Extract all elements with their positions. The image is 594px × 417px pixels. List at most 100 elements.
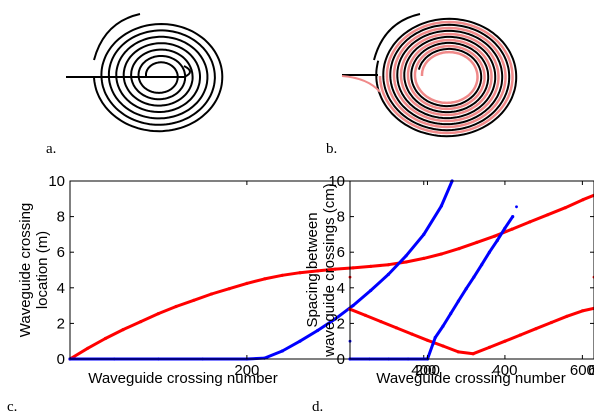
spiral-a-lead-out bbox=[93, 13, 141, 61]
chart-d-ytick-label: 8 bbox=[337, 209, 345, 226]
chart-c-series-1-point bbox=[439, 204, 443, 208]
chart-c-series-0-point bbox=[492, 234, 497, 238]
spiral-a-lead-in bbox=[66, 65, 191, 78]
chart-d-xtick-label: 600 bbox=[570, 362, 594, 379]
chart-c-series-1-point bbox=[298, 339, 302, 343]
chart-c-xtick-label: 600 bbox=[588, 362, 594, 379]
chart-d-series-1-point bbox=[464, 287, 468, 291]
chart-c-ytick-label: 4 bbox=[57, 280, 65, 297]
chart-c-series-0-point bbox=[209, 292, 214, 296]
chart-c-series-1-point bbox=[316, 328, 320, 333]
chart-d-series-1-point bbox=[503, 226, 507, 230]
spiral-diagram-b bbox=[341, 13, 518, 138]
chart-c-series-0-point bbox=[156, 312, 160, 316]
chart-c-series-0-point bbox=[86, 346, 90, 350]
chart-d-ytick-label: 10 bbox=[328, 173, 345, 190]
chart-c-xtick-label: 200 bbox=[234, 362, 259, 379]
chart-d-ytick-label: 6 bbox=[337, 244, 345, 261]
chart-d-frame bbox=[349, 180, 594, 360]
chart-d-series-0-point bbox=[503, 339, 507, 343]
chart-c-series-0-point bbox=[174, 304, 178, 309]
chart-c-series-1-point bbox=[351, 304, 355, 308]
chart-d-series-0-point bbox=[549, 320, 554, 325]
chart-c-series-1-point bbox=[333, 317, 337, 321]
chart-c-xlabel: Waveguide crossing number bbox=[88, 370, 278, 387]
chart-c-series-1-point bbox=[369, 288, 373, 293]
chart-c-series-1-point bbox=[386, 272, 390, 276]
chart-c-ytick-label: 6 bbox=[57, 244, 65, 261]
chart-d-series-3-point bbox=[515, 205, 518, 209]
chart-d-series-1-point bbox=[449, 312, 453, 316]
chart-c-series-1-point bbox=[280, 349, 284, 353]
chart-c-ticks: 200 400 600 0 2 4 6 8 10 bbox=[48, 173, 594, 379]
chart-c-series-0-point bbox=[528, 220, 532, 224]
spiral-b-pink-lead bbox=[341, 75, 381, 93]
chart-d-series-1-point bbox=[495, 239, 499, 243]
chart-d-series-0-point bbox=[565, 314, 569, 318]
panel-label-a: a. bbox=[46, 141, 56, 157]
chart-d-series-0-line bbox=[349, 306, 594, 356]
chart-d-series-0-point bbox=[456, 350, 460, 354]
chart-c-series-0-point bbox=[333, 267, 337, 271]
chart-c-series-0-point bbox=[475, 240, 479, 244]
chart-d-series-1-point bbox=[433, 336, 437, 340]
chart-c-ytick-label: 8 bbox=[57, 209, 65, 226]
spiral-b-pink-coil bbox=[378, 20, 514, 135]
chart-c-ytick-label: 2 bbox=[57, 315, 65, 332]
chart-d-series-0-point bbox=[534, 327, 538, 331]
spiral-a-coil bbox=[93, 22, 224, 133]
chart-d-series-0-point bbox=[580, 309, 585, 313]
chart-c-series-0-point bbox=[139, 320, 143, 324]
spiral-b-black-coil bbox=[375, 17, 518, 138]
chart-c-series-0-point bbox=[563, 206, 567, 210]
chart-c-series-1-point bbox=[422, 232, 426, 236]
chart-d-xlabel: Waveguide crossing number bbox=[376, 370, 566, 387]
chart-c-series-0-point bbox=[581, 198, 585, 202]
chart-c-series-0-point bbox=[263, 277, 267, 281]
chart-d-series-1-point bbox=[480, 263, 484, 267]
chart-c-series-0-point bbox=[546, 213, 550, 217]
spiral-b-lead-out bbox=[373, 13, 421, 61]
chart-c-ytick-label: 10 bbox=[48, 173, 65, 190]
chart-d-series-0-point bbox=[471, 352, 475, 356]
chart-d-series-0-point bbox=[394, 326, 399, 330]
chart-d-series-3-point bbox=[431, 342, 435, 346]
chart-c-series-0-point bbox=[457, 247, 461, 251]
chart-d-ylabel-line1: Spacing between bbox=[304, 212, 321, 327]
chart-c-series-0-point bbox=[192, 298, 196, 302]
chart-c-series-0-point bbox=[369, 264, 373, 268]
chart-c-ylabel-line1: Waveguide crossing bbox=[17, 203, 34, 338]
chart-c-series-1-point bbox=[404, 254, 408, 258]
chart-d-series-1-point bbox=[441, 324, 445, 328]
chart-c-ylabel-line2: location (m) bbox=[34, 231, 51, 309]
chart-d-series-1-point bbox=[456, 299, 460, 303]
chart-d-series bbox=[348, 205, 594, 361]
chart-c-xtick-label: 400 bbox=[411, 362, 436, 379]
chart-d-ylabel-line2: waveguide crossings (cm) bbox=[321, 183, 338, 357]
panel-label-c: c. bbox=[7, 399, 17, 415]
chart-c-series-0-point bbox=[510, 227, 514, 231]
spiral-diagram-a bbox=[66, 13, 224, 133]
chart-d-ytick-label: 4 bbox=[337, 280, 345, 297]
chart-c-series-0-point bbox=[439, 252, 443, 256]
panel-label-b: b. bbox=[326, 141, 337, 157]
chart-c-series-0-point bbox=[351, 266, 355, 270]
chart-c-series-0-point bbox=[227, 287, 231, 291]
chart-c-series-0-point bbox=[280, 273, 284, 277]
chart-d-series-1-point bbox=[511, 215, 515, 219]
chart-c-series-0-point bbox=[404, 260, 408, 264]
chart-c-series-0-point bbox=[103, 336, 107, 341]
chart-c-series-0-point bbox=[245, 281, 249, 285]
chart-d-ytick-label: 0 bbox=[337, 351, 345, 368]
chart-d-series-0-point bbox=[379, 320, 383, 324]
chart-d-series-1-point bbox=[472, 275, 476, 279]
chart-c-series-0-point bbox=[386, 263, 390, 267]
chart-c-series-0-point bbox=[316, 269, 320, 273]
chart-d-series-0-point bbox=[363, 313, 368, 317]
chart-c-series-0-point bbox=[422, 256, 426, 260]
chart-c-series-0-point bbox=[121, 328, 125, 332]
chart-d-series-1-point bbox=[487, 250, 491, 254]
